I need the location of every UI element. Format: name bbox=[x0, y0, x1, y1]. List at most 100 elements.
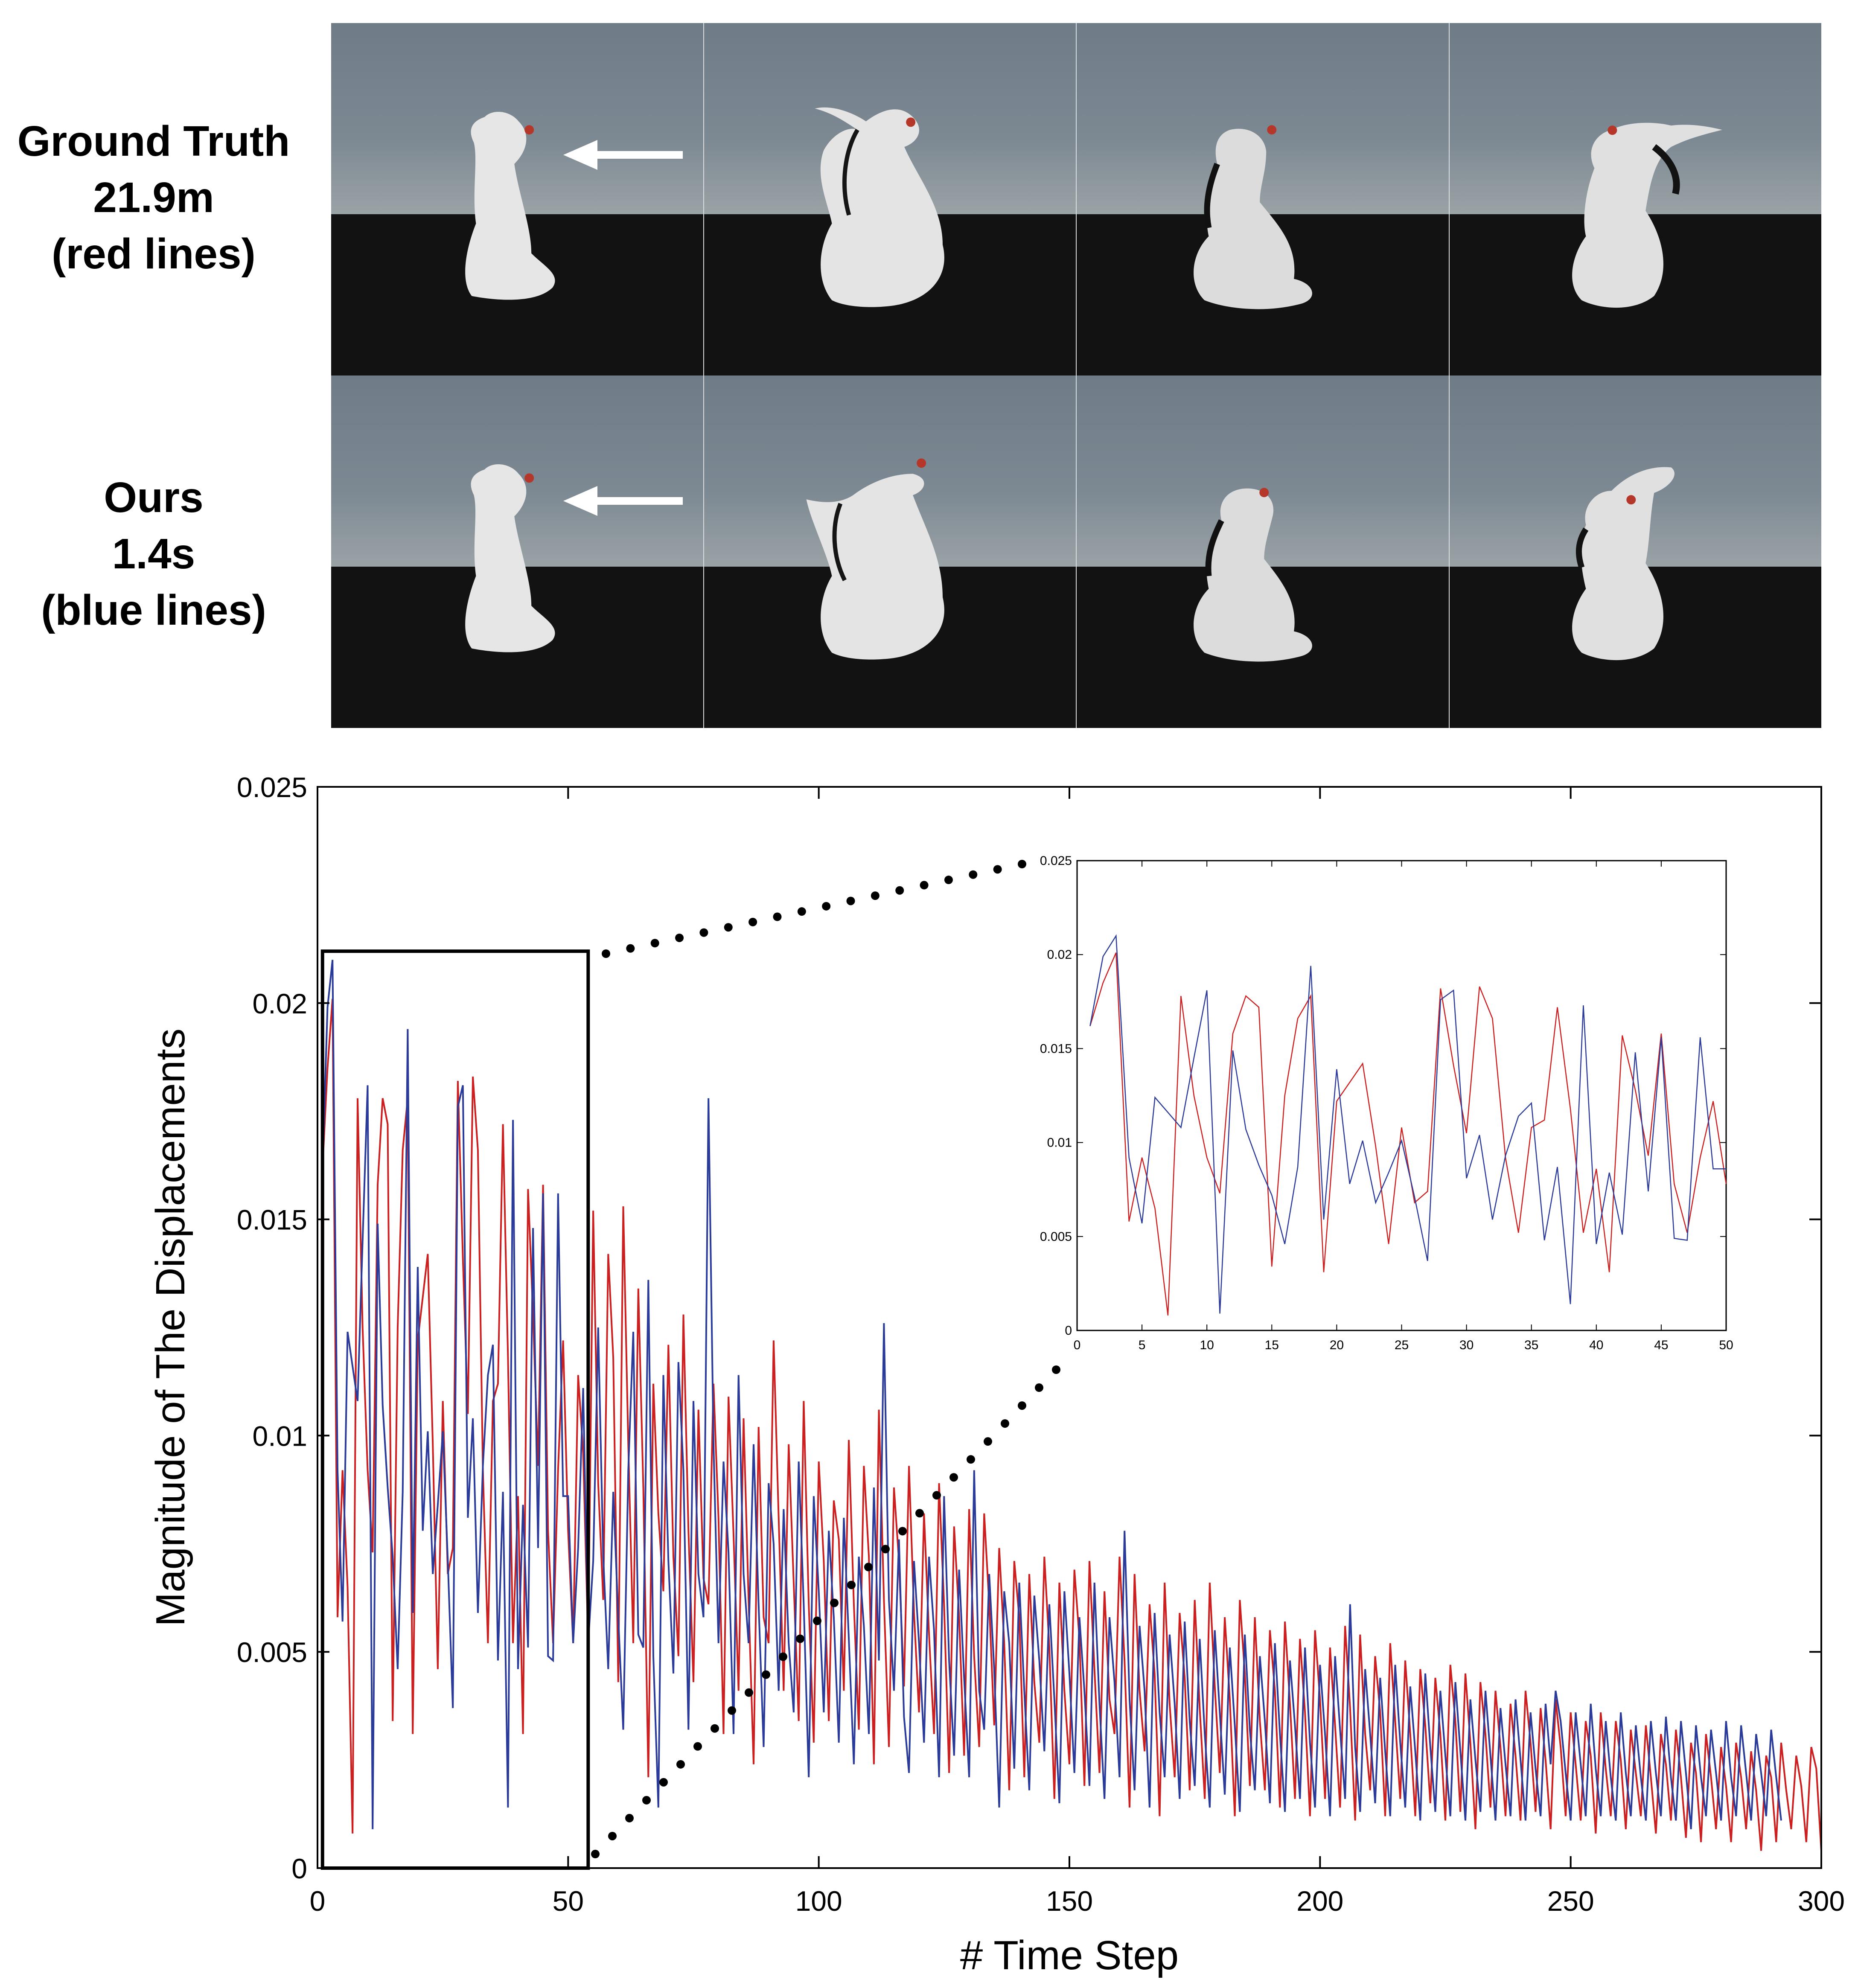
inset-y-tick-label: 0.005 bbox=[1040, 1230, 1072, 1244]
inset-x-tick-label: 50 bbox=[1719, 1338, 1733, 1352]
connector-dot bbox=[711, 1724, 719, 1733]
tracked-point-marker bbox=[906, 117, 915, 127]
connector-dot bbox=[608, 1831, 617, 1840]
connector-dot bbox=[748, 917, 757, 926]
inset-y-tick-label: 0.025 bbox=[1040, 854, 1072, 868]
connector-dot bbox=[881, 1545, 890, 1554]
connector-dot bbox=[895, 886, 904, 895]
tracked-point-marker bbox=[1259, 488, 1269, 498]
x-tick-label: 200 bbox=[1296, 1885, 1343, 1917]
simulation-frame bbox=[1076, 23, 1449, 375]
simulation-frame bbox=[1076, 375, 1449, 728]
simulation-frame bbox=[1448, 375, 1821, 728]
connector-dot bbox=[944, 876, 953, 885]
x-axis-label: # Time Step bbox=[960, 1933, 1179, 1978]
simulation-frame bbox=[1448, 23, 1821, 375]
row-label-line: 1.4s bbox=[112, 530, 195, 578]
inset-y-tick-label: 0.02 bbox=[1047, 948, 1072, 962]
connector-dot bbox=[797, 907, 806, 916]
connector-dot bbox=[846, 896, 855, 905]
row-label-line: Ground Truth bbox=[17, 117, 290, 165]
x-tick-label: 100 bbox=[795, 1885, 842, 1917]
left-arrow-icon bbox=[563, 486, 683, 516]
connector-dot bbox=[932, 1491, 941, 1500]
connector-dot bbox=[1001, 1419, 1009, 1428]
inset-x-tick-label: 45 bbox=[1654, 1338, 1668, 1352]
x-tick-label: 250 bbox=[1547, 1885, 1594, 1917]
row-label-line: (blue lines) bbox=[41, 586, 266, 634]
ours-frames bbox=[331, 375, 1821, 728]
connector-dot bbox=[650, 939, 659, 948]
connector-dot bbox=[822, 902, 831, 911]
tracked-point-marker bbox=[1267, 125, 1277, 135]
dragon-figure bbox=[465, 464, 555, 652]
connector-dot bbox=[1035, 1383, 1043, 1392]
connector-dot bbox=[762, 1670, 770, 1679]
left-arrow-icon bbox=[563, 140, 683, 170]
connector-dot bbox=[779, 1652, 787, 1661]
connector-dot bbox=[915, 1509, 924, 1518]
y-tick-label: 0 bbox=[291, 1853, 307, 1884]
connector-dot bbox=[864, 1563, 873, 1572]
inset-x-tick-label: 20 bbox=[1330, 1338, 1344, 1352]
x-tick-label: 50 bbox=[553, 1885, 584, 1917]
series-line-ours bbox=[321, 960, 1782, 1829]
dragon-figure bbox=[1194, 488, 1312, 662]
inset-x-tick-label: 40 bbox=[1589, 1338, 1603, 1352]
connector-dot bbox=[847, 1581, 856, 1589]
tracked-point-marker bbox=[916, 458, 926, 468]
tracked-point-marker bbox=[524, 125, 534, 135]
dragon-figure bbox=[806, 458, 944, 660]
inset-x-tick-label: 5 bbox=[1139, 1338, 1146, 1352]
connector-dot bbox=[724, 923, 733, 932]
inset-plot-frame bbox=[1076, 860, 1727, 1331]
inset-x-tick-label: 30 bbox=[1459, 1338, 1474, 1352]
connector-dot bbox=[1052, 1365, 1060, 1374]
connector-dot bbox=[796, 1634, 804, 1643]
simulation-frame bbox=[331, 375, 703, 728]
connector-dot bbox=[871, 891, 879, 900]
ground-truth-frames bbox=[331, 23, 1821, 375]
x-tick-label: 0 bbox=[310, 1885, 326, 1917]
y-tick-label: 0.015 bbox=[237, 1204, 307, 1236]
y-tick-label: 0.025 bbox=[237, 771, 307, 803]
zoom-region-box bbox=[320, 949, 590, 1870]
simulation-frame bbox=[331, 23, 703, 375]
inset-x-tick-label: 15 bbox=[1265, 1338, 1279, 1352]
tracked-point-marker bbox=[524, 473, 534, 483]
connector-dot bbox=[602, 949, 610, 958]
connector-dot bbox=[659, 1778, 668, 1787]
connector-dot bbox=[920, 881, 929, 890]
row-label-line: (red lines) bbox=[52, 230, 256, 278]
row-label-ground-truth: Ground Truth 21.9m (red lines) bbox=[0, 113, 307, 282]
connector-dot bbox=[745, 1688, 753, 1697]
tracked-point-marker bbox=[1607, 125, 1617, 135]
dragon-figure bbox=[465, 112, 555, 300]
connector-dot bbox=[984, 1437, 992, 1446]
inset-y-tick-label: 0 bbox=[1065, 1324, 1072, 1338]
inset-series-line-ours bbox=[1089, 934, 1726, 1314]
x-tick-label: 300 bbox=[1798, 1885, 1845, 1917]
inset-x-tick-label: 25 bbox=[1395, 1338, 1409, 1352]
connector-dot bbox=[642, 1796, 651, 1805]
connector-dot bbox=[1018, 860, 1026, 868]
connector-dot bbox=[773, 912, 782, 921]
connector-dot bbox=[1018, 1401, 1026, 1410]
connector-dot bbox=[625, 1813, 634, 1822]
connector-dot bbox=[728, 1706, 736, 1715]
dragon-figure bbox=[1194, 125, 1312, 309]
tracked-point-marker bbox=[1626, 495, 1636, 505]
connector-dot bbox=[591, 1850, 600, 1858]
dragon-figure bbox=[1572, 467, 1675, 661]
row-label-ours: Ours 1.4s (blue lines) bbox=[0, 469, 307, 638]
x-tick-label: 150 bbox=[1046, 1885, 1093, 1917]
inset-series-line-ground_truth bbox=[1089, 952, 1727, 1316]
connector-dot bbox=[898, 1527, 907, 1536]
connector-dot bbox=[813, 1616, 821, 1625]
y-tick-label: 0.01 bbox=[253, 1420, 307, 1452]
row-label-line: Ours bbox=[104, 474, 204, 521]
dragon-figure bbox=[1572, 122, 1722, 308]
row-label-line: 21.9m bbox=[93, 174, 214, 221]
connector-dot bbox=[693, 1742, 702, 1751]
simulation-frame bbox=[703, 23, 1076, 375]
